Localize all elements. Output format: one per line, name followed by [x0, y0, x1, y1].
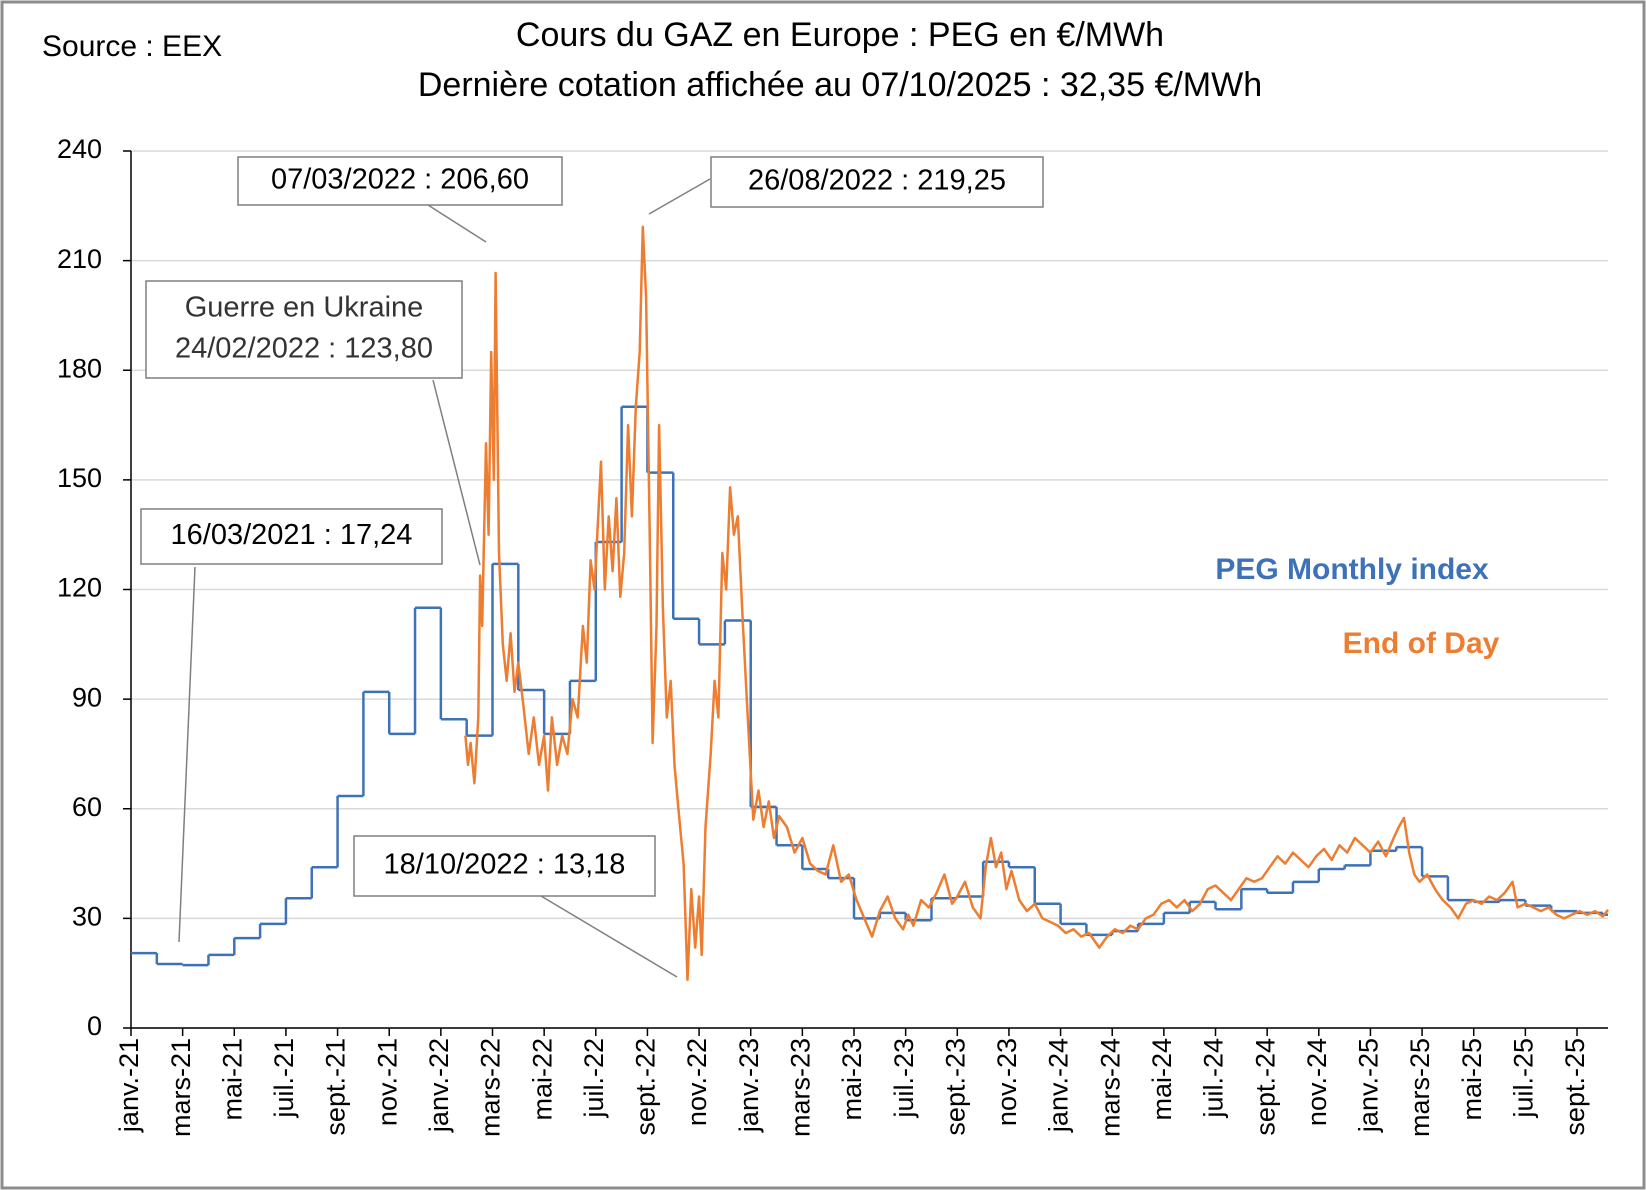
annotation-box [353, 835, 656, 897]
x-tick-label: juil.-22 [579, 1038, 609, 1119]
x-tick-label: mai-25 [1457, 1038, 1487, 1121]
x-tick-label: sept.-22 [631, 1038, 661, 1136]
y-tick-label: 240 [57, 134, 102, 164]
y-tick-label: 90 [72, 682, 102, 712]
x-tick-label: mars-24 [1095, 1038, 1125, 1137]
y-tick-label: 0 [87, 1011, 102, 1041]
x-tick-label: janv.-25 [1354, 1038, 1384, 1133]
x-tick-label: sept.-25 [1560, 1038, 1590, 1136]
y-tick-label: 60 [72, 792, 102, 822]
data-line [464, 225, 1609, 982]
legend-label: PEG Monthly index [1215, 553, 1489, 586]
x-tick-label: janv.-21 [114, 1038, 144, 1133]
x-tick-label: janv.-23 [734, 1038, 764, 1133]
x-tick-label: nov.-24 [1302, 1038, 1332, 1126]
annotation-text: 07/03/2022 : 206,60 [271, 164, 529, 196]
annotation-text: 18/10/2022 : 13,18 [384, 849, 626, 881]
y-tick-label: 30 [72, 902, 102, 932]
annotation-text: 26/08/2022 : 219,25 [748, 165, 1006, 197]
annotation-leader [648, 178, 711, 215]
x-tick-label: mai-22 [527, 1038, 557, 1121]
y-tick-label: 150 [57, 463, 102, 493]
annotation-leader [427, 204, 487, 243]
annotation-box [710, 156, 1044, 208]
x-tick-label: mars-21 [166, 1038, 196, 1137]
x-tick-label: janv.-22 [424, 1038, 454, 1133]
x-tick-label: sept.-21 [321, 1038, 351, 1136]
x-tick-label: sept.-23 [940, 1038, 970, 1136]
x-tick-label: mai-24 [1147, 1038, 1177, 1121]
annotation-leader [178, 566, 196, 943]
x-tick-label: juil.-25 [1508, 1038, 1538, 1119]
x-tick-label: mai-23 [837, 1038, 867, 1121]
annotation-leader [432, 379, 481, 566]
x-tick-label: mars-25 [1405, 1038, 1435, 1137]
x-tick-label: juil.-24 [1199, 1038, 1229, 1119]
annotation-box [140, 508, 443, 565]
annotation-text: 24/02/2022 : 123,80 [175, 333, 433, 365]
y-tick-label: 210 [57, 244, 102, 274]
y-tick-label: 180 [57, 353, 102, 383]
annotation-text: Guerre en Ukraine [185, 292, 424, 324]
x-tick-label: nov.-23 [992, 1038, 1022, 1126]
annotation-box [145, 280, 463, 379]
x-tick-label: mars-23 [785, 1038, 815, 1137]
chart-title: Cours du GAZ en Europe : PEG en €/MWh [516, 16, 1164, 54]
x-tick-label: mars-22 [476, 1038, 506, 1137]
annotation-leader [540, 895, 678, 978]
x-tick-label: juil.-23 [889, 1038, 919, 1119]
x-tick-label: mai-21 [217, 1038, 247, 1121]
y-tick-label: 120 [57, 573, 102, 603]
annotation-box [237, 156, 563, 206]
source: Source : EEX [42, 30, 222, 63]
x-tick-label: juil.-21 [269, 1038, 299, 1119]
legend-label: End of Day [1343, 627, 1500, 660]
x-tick-label: nov.-22 [682, 1038, 712, 1126]
annotation-text: 16/03/2021 : 17,24 [171, 519, 413, 551]
chart-subtitle: Dernière cotation affichée au 07/10/2025… [418, 66, 1262, 104]
x-tick-label: sept.-24 [1250, 1038, 1280, 1136]
x-tick-label: janv.-24 [1044, 1038, 1074, 1133]
x-tick-label: nov.-21 [372, 1038, 402, 1126]
